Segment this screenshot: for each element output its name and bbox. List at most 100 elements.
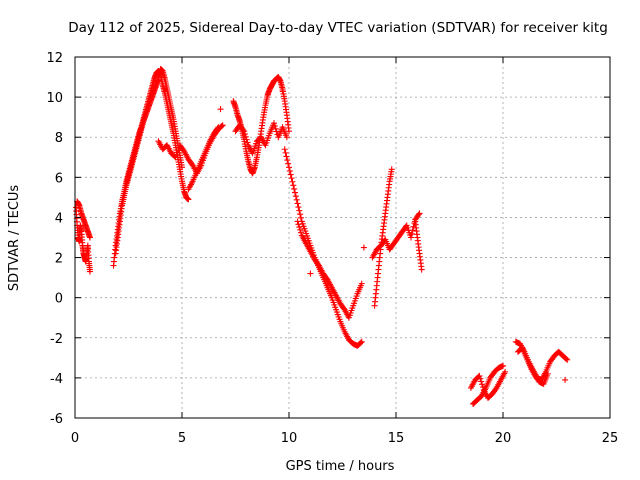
series-arc-2b [112,66,185,257]
data-point [564,356,571,363]
series-arc-6 [232,120,290,157]
data-point [360,244,367,251]
axis-ticks [74,56,611,419]
x-tick-label: 25 [602,431,619,446]
data-point [358,338,365,345]
data-point [288,175,295,182]
data-point [282,149,289,156]
data-point [408,230,415,237]
data-point [86,234,93,241]
data-point [307,270,314,277]
data-point [244,139,251,146]
data-point [296,224,303,231]
y-tick-label: 8 [55,131,63,146]
x-tick-label: 5 [178,431,186,446]
data-point [243,136,250,143]
series-arc-10 [369,210,423,261]
series-arc-11 [412,218,425,273]
chart-title: Day 112 of 2025, Sidereal Day-to-day VTE… [68,20,608,36]
x-tick-label: 10 [281,431,298,446]
data-point [241,128,248,135]
data-point [285,160,292,167]
data-point [292,193,299,200]
data-point [279,88,286,95]
data-point [283,134,290,141]
data-point [415,211,422,218]
data-point [271,120,278,127]
plot-frame [74,56,611,419]
y-tick-label: -4 [50,372,63,387]
data-point [283,153,290,160]
data-point [358,280,365,287]
data-point [297,229,304,236]
y-tick-labels: -6 -4 -2 0 2 4 6 8 10 12 [46,51,63,427]
data-point [286,167,293,174]
data-point [281,146,288,153]
data-point [477,375,484,382]
series-arc-15 [514,344,551,387]
data-point [296,207,303,214]
data-point [388,166,395,173]
data-point [179,164,185,171]
data-point [185,196,192,203]
data-point [295,204,302,211]
y-tick-label: -2 [50,332,63,347]
data-point [294,218,301,225]
data-point [272,125,279,132]
data-point [293,196,300,203]
y-tick-label: 10 [46,91,63,106]
data-point [218,122,225,129]
y-tick-label: 4 [55,211,63,226]
data-point [476,372,483,379]
data-point [242,133,249,140]
data-point [241,131,248,138]
data-point [502,368,509,375]
data-point [214,125,221,132]
data-point [295,221,302,228]
data-point [418,266,425,273]
data-point [86,268,93,275]
data-point [286,164,292,171]
data-point [479,381,486,388]
series-arc-14 [512,338,571,383]
y-tick-label: 0 [55,292,63,307]
data-point [562,376,569,383]
y-tick-label: 6 [55,171,63,186]
x-tick-label: 20 [495,431,512,446]
data-point [294,200,301,207]
data-point [297,214,304,221]
series-arc-4 [185,124,222,193]
data-point [416,210,423,217]
y-tick-label: 12 [46,51,63,66]
x-axis-label: GPS time / hours [286,459,395,474]
data-point [544,370,551,377]
data-points [73,66,571,407]
series-arc-12 [467,368,509,401]
series-arc-1 [73,204,93,275]
grid-lines [75,57,610,418]
data-point [290,182,297,189]
data-point [287,171,294,178]
data-point [271,122,278,129]
data-point [478,378,485,385]
data-point [357,339,364,346]
data-point [297,211,304,218]
data-point [219,122,226,129]
y-tick-label: -6 [50,412,63,427]
series-arc-1b [74,198,93,241]
y-axis-label: SDTVAR / TECUs [7,185,22,292]
x-tick-labels: 0 5 10 15 20 25 [71,431,618,446]
data-point [297,226,304,233]
series-outliers [217,88,569,383]
y-tick-label: 2 [55,252,63,267]
data-point [409,227,416,234]
series-arc-8 [294,218,365,321]
data-point [240,127,247,134]
series-arc-9 [371,166,395,309]
data-point [217,106,224,113]
data-point [215,124,222,131]
data-point [284,157,291,164]
data-point [289,178,296,185]
series-arc-7 [281,146,365,349]
